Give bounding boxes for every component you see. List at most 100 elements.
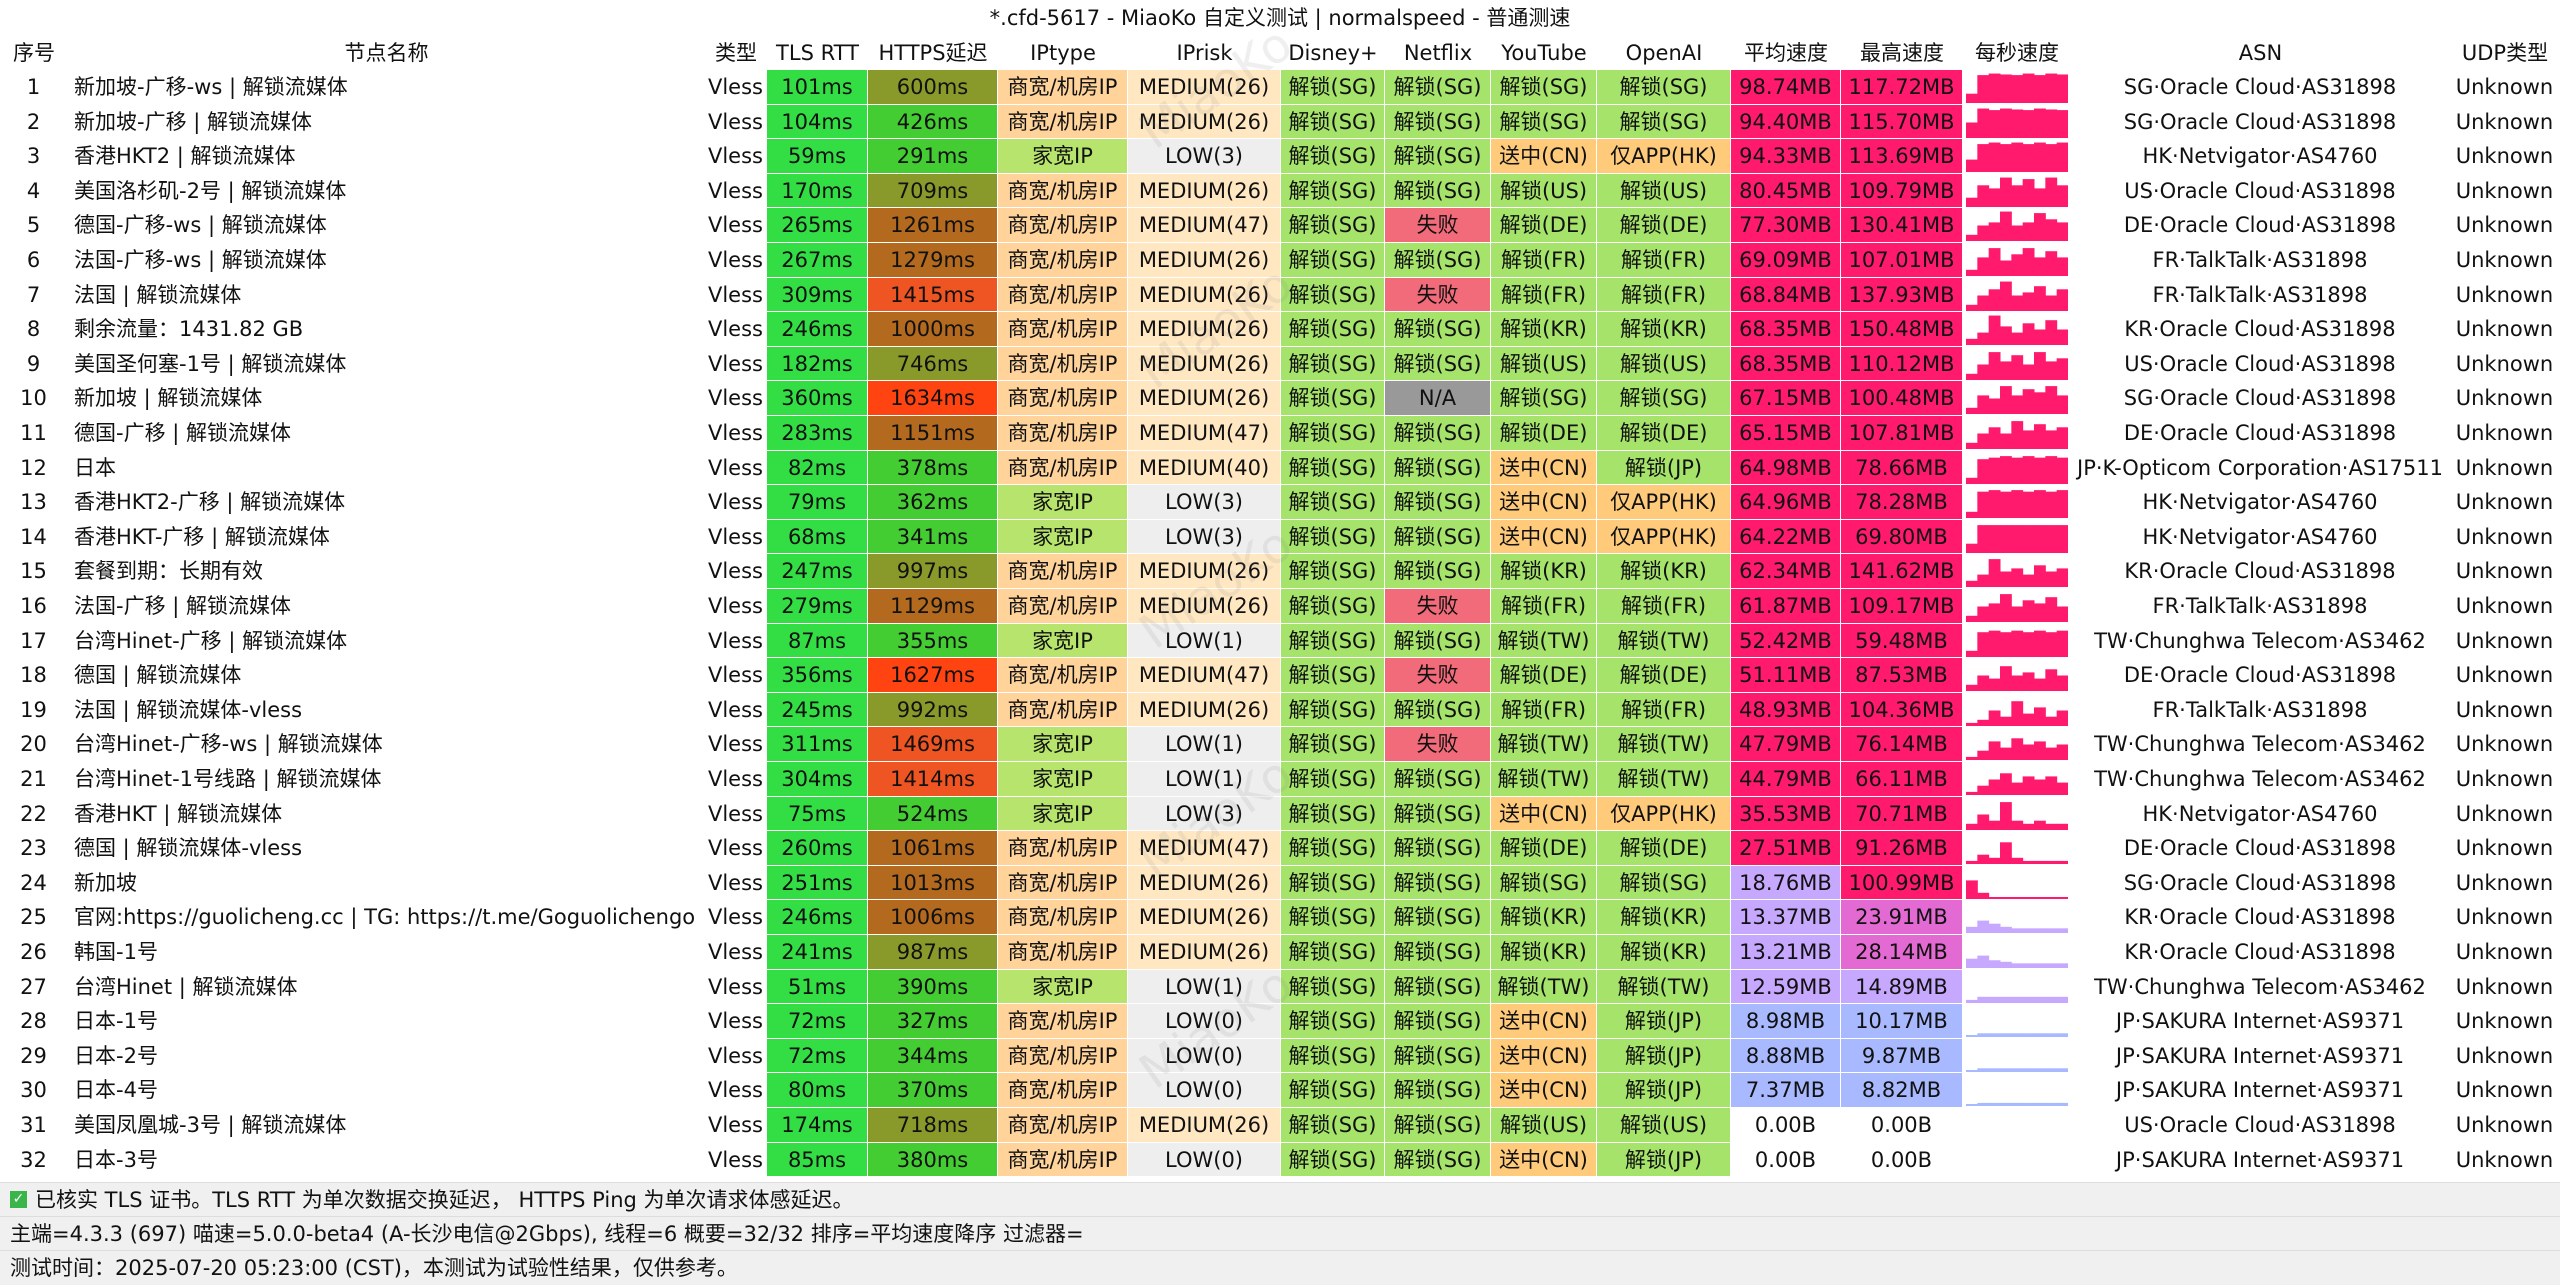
header-9[interactable]: YouTube	[1501, 41, 1587, 65]
ip-type: 商宽/机房IP	[998, 692, 1128, 728]
tls-rtt: 182ms	[767, 346, 868, 382]
sparkline-bar	[1977, 854, 1990, 865]
node-name: 套餐到期：长期有效	[68, 554, 705, 589]
header-12[interactable]: 最高速度	[1860, 41, 1944, 65]
header-2[interactable]: 类型	[715, 41, 757, 65]
sparkline-bar	[2034, 213, 2046, 242]
netflix-status: 解锁(SG)	[1385, 796, 1491, 832]
table-row[interactable]: 14 香港HKT-广移 | 解锁流媒体 Vless 68ms 341ms 家宽IP LOW(…	[0, 519, 2560, 555]
speed-sparkline	[1963, 381, 2071, 416]
table-row[interactable]: 30 日本-4号 Vless 80ms 370ms 商宽/机房IP LOW(0) 解锁(SG)…	[0, 1073, 2560, 1108]
table-row[interactable]: 15 套餐到期：长期有效 Vless 247ms 997ms 商宽/机房IP MEDIUM(…	[0, 554, 2560, 589]
sparkline-bar	[1988, 1103, 2001, 1107]
disney-status: 解锁(SG)	[1281, 762, 1385, 797]
sparkline-bar	[2011, 295, 2024, 311]
udp-type: Unknown	[2450, 831, 2560, 866]
disney-status: 解锁(SG)	[1281, 381, 1385, 416]
row-index: 13	[0, 485, 68, 520]
table-row[interactable]: 7 法国 | 解锁流媒体 Vless 309ms 1415ms 商宽/机房IP MEDIUM…	[0, 277, 2560, 313]
table-row[interactable]: 13 香港HKT2-广移 | 解锁流媒体 Vless 79ms 362ms 家宽IP LOW…	[0, 485, 2560, 520]
sparkline-bar	[2045, 823, 2058, 830]
sparkline-bar	[1988, 741, 2001, 761]
table-row[interactable]: 23 德国 | 解锁流媒体-vless Vless 260ms 1061ms 商宽/机房I…	[0, 831, 2560, 866]
sparkline-bar	[1988, 559, 2001, 588]
header-11[interactable]: 平均速度	[1744, 41, 1828, 65]
table-row[interactable]: 21 台湾Hinet-1号线路 | 解锁流媒体 Vless 304ms 1414ms 家宽…	[0, 762, 2560, 797]
table-row[interactable]: 31 美国凤凰城-3号 | 解锁流媒体 Vless 174ms 718ms 商宽/机房IP…	[0, 1108, 2560, 1143]
youtube-status: 解锁(SG)	[1491, 70, 1597, 105]
table-row[interactable]: 28 日本-1号 Vless 72ms 327ms 商宽/机房IP LOW(0) 解锁(SG)…	[0, 1004, 2560, 1039]
table-row[interactable]: 1 新加坡-广移-ws | 解锁流媒体 Vless 101ms 600ms 商宽/机房IP…	[0, 70, 2560, 105]
disney-status: 解锁(SG)	[1281, 692, 1385, 728]
table-row[interactable]: 10 新加坡 | 解锁流媒体 Vless 360ms 1634ms 商宽/机房IP MEDI…	[0, 381, 2560, 416]
header-6[interactable]: IPrisk	[1176, 41, 1233, 65]
table-row[interactable]: 29 日本-2号 Vless 72ms 344ms 商宽/机房IP LOW(0) 解锁(SG)…	[0, 1038, 2560, 1074]
openai-status: 解锁(TW)	[1597, 762, 1731, 797]
header-0[interactable]: 序号	[13, 41, 55, 65]
table-row[interactable]: 8 剩余流量：1431.82 GB Vless 246ms 1000ms 商宽/机房IP M…	[0, 312, 2560, 347]
table-row[interactable]: 27 台湾Hinet | 解锁流媒体 Vless 51ms 390ms 家宽IP LOW(1…	[0, 969, 2560, 1005]
sparkline-bar	[1966, 1104, 1978, 1107]
table-row[interactable]: 5 德国-广移-ws | 解锁流媒体 Vless 265ms 1261ms 商宽/机房IP…	[0, 208, 2560, 243]
sparkline-bar	[2045, 109, 2058, 138]
avg-speed: 0.00B	[1731, 1142, 1841, 1178]
netflix-status: N/A	[1385, 381, 1491, 416]
table-row[interactable]: 25 官网:https://guolicheng.cc | TG: https:/…	[0, 900, 2560, 935]
header-10[interactable]: OpenAI	[1625, 41, 1703, 65]
header-15[interactable]: UDP类型	[2461, 41, 2549, 65]
openai-status: 解锁(DE)	[1597, 208, 1731, 243]
tls-rtt: 283ms	[767, 416, 868, 451]
header-3[interactable]: TLS RTT	[776, 41, 859, 65]
max-speed: 91.26MB	[1841, 831, 1963, 866]
table-row[interactable]: 22 香港HKT | 解锁流媒体 Vless 75ms 524ms 家宽IP LOW(3) 解…	[0, 796, 2560, 832]
sparkline-bar	[2034, 524, 2046, 553]
sparkline-bar	[2056, 329, 2068, 346]
ip-type: 商宽/机房IP	[998, 935, 1128, 970]
youtube-status: 解锁(FR)	[1491, 589, 1597, 624]
asn: TW·Chunghwa Telecom·AS3462	[2071, 762, 2450, 797]
table-row[interactable]: 16 法国-广移 | 解锁流媒体 Vless 279ms 1129ms 商宽/机房IP ME…	[0, 589, 2560, 624]
header-7[interactable]: Disney+	[1288, 41, 1378, 65]
table-row[interactable]: 12 日本 Vless 82ms 378ms 商宽/机房IP MEDIUM(40) 解锁(SG…	[0, 450, 2560, 486]
table-row[interactable]: 32 日本-3号 Vless 85ms 380ms 商宽/机房IP LOW(0) 解锁(SG)…	[0, 1142, 2560, 1178]
openai-status: 解锁(KR)	[1597, 900, 1731, 935]
openai-status: 解锁(DE)	[1597, 416, 1731, 451]
check-icon: ✓	[10, 1190, 27, 1208]
header-1[interactable]: 节点名称	[344, 41, 429, 65]
node-type: Vless	[705, 450, 767, 486]
netflix-status: 解锁(SG)	[1385, 935, 1491, 970]
table-row[interactable]: 6 法国-广移-ws | 解锁流媒体 Vless 267ms 1279ms 商宽/机房IP…	[0, 243, 2560, 278]
youtube-status: 解锁(TW)	[1491, 623, 1597, 659]
node-name: 台湾Hinet-广移-ws | 解锁流媒体	[68, 727, 705, 762]
sparkline-bar	[2011, 738, 2024, 761]
table-row[interactable]: 3 香港HKT2 | 解锁流媒体 Vless 59ms 291ms 家宽IP LOW(3) 解…	[0, 139, 2560, 174]
sparkline-bar	[2022, 1068, 2035, 1072]
header-8[interactable]: Netflix	[1403, 41, 1473, 65]
youtube-status: 解锁(US)	[1491, 173, 1597, 209]
node-type: Vless	[705, 935, 767, 970]
table-row[interactable]: 19 法国 | 解锁流媒体-vless Vless 245ms 992ms 商宽/机房IP…	[0, 692, 2560, 728]
header-4[interactable]: HTTPS延迟	[878, 41, 988, 65]
row-index: 25	[0, 900, 68, 935]
table-row[interactable]: 24 新加坡 Vless 251ms 1013ms 商宽/机房IP MEDIUM(26) 解锁…	[0, 865, 2560, 901]
table-row[interactable]: 17 台湾Hinet-广移 | 解锁流媒体 Vless 87ms 355ms 家宽IP LO…	[0, 623, 2560, 659]
table-row[interactable]: 2 新加坡-广移 | 解锁流媒体 Vless 104ms 426ms 商宽/机房IP MED…	[0, 104, 2560, 140]
table-row[interactable]: 18 德国 | 解锁流媒体 Vless 356ms 1627ms 商宽/机房IP MEDIU…	[0, 658, 2560, 693]
header-14[interactable]: ASN	[2238, 41, 2283, 65]
node-name: 美国圣何塞-1号 | 解锁流媒体	[68, 346, 705, 382]
table-row[interactable]: 26 韩国-1号 Vless 241ms 987ms 商宽/机房IP MEDIUM(26) 解…	[0, 935, 2560, 970]
table-row[interactable]: 11 德国-广移 | 解锁流媒体 Vless 283ms 1151ms 商宽/机房IP ME…	[0, 416, 2560, 451]
table-row[interactable]: 9 美国圣何塞-1号 | 解锁流媒体 Vless 182ms 746ms 商宽/机房IP M…	[0, 346, 2560, 382]
row-index: 2	[0, 104, 68, 140]
node-type: Vless	[705, 692, 767, 728]
asn: KR·Oracle Cloud·AS31898	[2071, 900, 2450, 935]
sparkline-bar	[2011, 630, 2024, 657]
sparkline-bar	[2034, 1068, 2046, 1072]
openai-status: 仅APP(HK)	[1597, 139, 1731, 174]
table-row[interactable]: 4 美国洛杉矶-2号 | 解锁流媒体 Vless 170ms 709ms 商宽/机房IP M…	[0, 173, 2560, 209]
table-row[interactable]: 20 台湾Hinet-广移-ws | 解锁流媒体 Vless 311ms 1469ms 家…	[0, 727, 2560, 762]
header-13[interactable]: 每秒速度	[1975, 41, 2059, 65]
speed-sparkline	[1963, 796, 2071, 832]
header-5[interactable]: IPtype	[1030, 41, 1096, 65]
sparkline-bar	[2045, 386, 2058, 415]
